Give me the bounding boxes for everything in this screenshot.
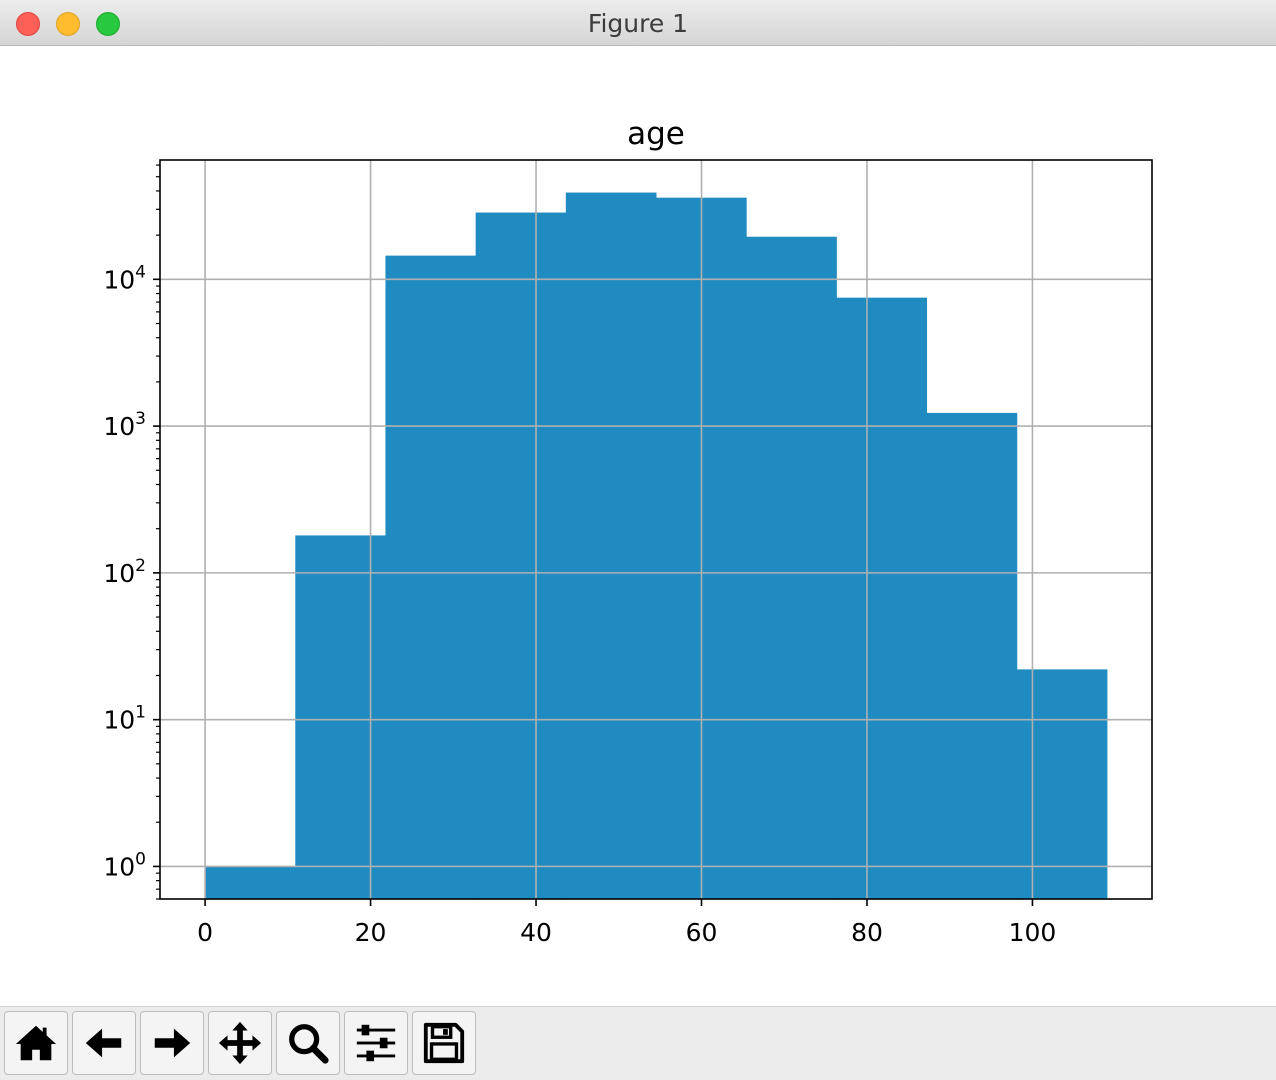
arrow-left-icon	[85, 1028, 122, 1058]
configure-subplots-button[interactable]	[344, 1011, 408, 1075]
histogram-chart: age 0 20 40 60 80 100 100 101 102 103 104	[103, 116, 1153, 947]
histogram-bar	[746, 236, 837, 899]
histogram-bar	[836, 297, 928, 899]
navigation-toolbar	[0, 1006, 1276, 1080]
pan-button[interactable]	[208, 1011, 272, 1075]
x-tick-label: 0	[197, 918, 213, 947]
close-window-button[interactable]	[16, 12, 40, 36]
arrow-right-icon	[154, 1028, 191, 1058]
histogram-bar	[385, 255, 477, 899]
zoom-button[interactable]	[276, 1011, 340, 1075]
histogram-bar	[295, 535, 386, 899]
sliders-icon	[356, 1024, 396, 1062]
move-icon	[218, 1021, 262, 1065]
magnifier-icon	[289, 1024, 329, 1064]
x-tick-label: 40	[520, 918, 552, 947]
window-titlebar: Figure 1	[0, 0, 1276, 46]
x-tick-label: 60	[686, 918, 718, 947]
zoom-window-button[interactable]	[96, 12, 120, 36]
histogram-bar	[475, 212, 567, 899]
y-tick-label: 101	[103, 703, 146, 735]
histogram-bar	[205, 866, 296, 899]
histogram-bar	[1016, 669, 1108, 899]
x-tick-label: 100	[1009, 918, 1057, 947]
histogram-bar	[926, 412, 1018, 899]
axes-frame	[159, 159, 1153, 900]
y-tick-label: 103	[103, 409, 146, 441]
home-button[interactable]	[4, 1011, 68, 1075]
minimize-window-button[interactable]	[56, 12, 80, 36]
floppy-disk-icon	[423, 1022, 465, 1064]
chart-title: age	[627, 116, 685, 152]
x-tick-label: 80	[851, 918, 883, 947]
window-title: Figure 1	[587, 9, 689, 38]
forward-button[interactable]	[140, 1011, 204, 1075]
save-button[interactable]	[412, 1011, 476, 1075]
y-tick-label: 100	[103, 849, 146, 881]
y-tick-label: 102	[103, 556, 146, 588]
y-tick-label: 104	[103, 262, 146, 294]
home-icon	[15, 1025, 57, 1061]
x-tick-label: 20	[355, 918, 387, 947]
figure-canvas: age 0 20 40 60 80 100 100 101 102 103 104	[0, 46, 1276, 1006]
histogram-bar	[565, 192, 657, 899]
back-button[interactable]	[72, 1011, 136, 1075]
